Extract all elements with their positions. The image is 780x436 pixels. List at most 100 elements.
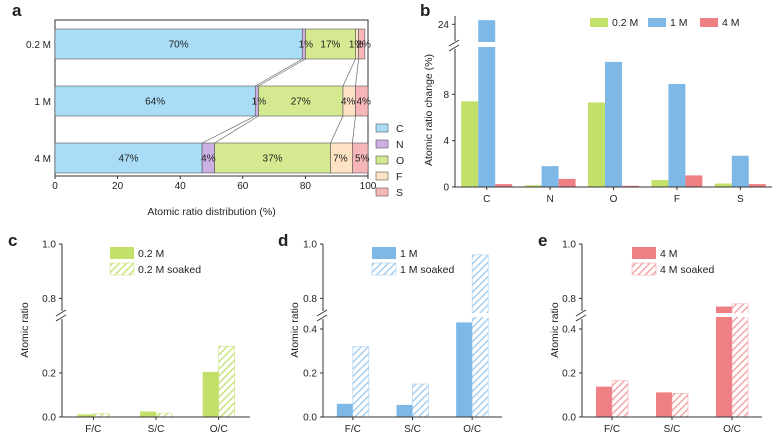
y-axis-b-break-a: [448, 39, 460, 47]
x-tick-label-b-1: N: [546, 194, 553, 205]
legend-label-b-1: 1 M: [670, 17, 688, 29]
data-label-S-1: 4%: [357, 97, 372, 108]
legend-swatch-d-0: [372, 247, 396, 259]
y-axis-b-break-mask: [449, 41, 461, 49]
x-tick-label-a-0: 0: [52, 181, 58, 192]
bar-S-1: [355, 85, 369, 117]
legend-label-C: C: [396, 123, 404, 135]
bar-d-1-M-S/C: [396, 404, 413, 417]
connector-0-1: [255, 58, 303, 87]
bar-e-4-M-soaked-F/C: [611, 380, 629, 418]
panel-label-d: d: [278, 231, 288, 250]
y-tick-label-d-3: 0.8: [303, 294, 317, 305]
data-label-O-2: 37%: [263, 154, 283, 165]
y-axis-label-b: Atomic ratio change (%): [423, 54, 435, 166]
y-axis-label-c: Atomic ratio: [19, 302, 31, 358]
x-tick-label-c-1: S/C: [148, 424, 165, 435]
y-axis-e-break-a: [575, 309, 587, 317]
data-label-S-2: 5%: [355, 154, 370, 165]
legend-swatch-e-0: [632, 247, 656, 259]
bar-1M-C: [478, 20, 496, 187]
y-tick-label-e-3: 0.8: [562, 294, 576, 305]
y-tick-label-e-1: 0.2: [562, 369, 576, 380]
connector-1-1: [201, 115, 256, 144]
connector-1-3: [330, 115, 344, 144]
y-tick-label-c-2: 0.8: [42, 294, 56, 305]
data-label-C-1: 64%: [145, 97, 165, 108]
y-tick-label-d-1: 0.2: [303, 369, 317, 380]
x-tick-label-c-2: O/C: [210, 424, 228, 435]
y-axis-c-break-a: [55, 309, 67, 317]
bar-O-2: [214, 142, 331, 174]
bar-1M-S: [731, 155, 749, 187]
x-tick-label-a-2: 40: [175, 181, 187, 192]
legend-label-b-2: 4 M: [722, 17, 740, 29]
bar-1M-N: [541, 166, 559, 187]
bar-0.2M-O: [588, 102, 605, 187]
panel-label-a: a: [12, 1, 22, 20]
bar-1M-O: [605, 61, 622, 187]
bar-4M-O: [622, 185, 639, 187]
y-tick-label-c-3: 1.0: [42, 240, 56, 251]
legend-label-F: F: [396, 171, 402, 183]
y-axis-c-break-mask: [56, 311, 68, 319]
bar-e-4-M-S/C: [656, 392, 672, 417]
legend-swatch-N: [375, 139, 389, 149]
x-tick-label-b-0: C: [483, 194, 490, 205]
x-tick-label-b-2: O: [610, 194, 618, 205]
bar-c-0.2-M-S/C: [140, 411, 156, 417]
legend-swatch-b-0: [590, 18, 608, 27]
legend-swatch-b-1: [648, 18, 666, 27]
legend-swatch-c-0: [110, 247, 134, 259]
y-tick-label-e-2: 0.4: [562, 325, 576, 336]
y-axis-d-break-mask: [317, 311, 329, 319]
legend-label-e-1: 4 M soaked: [660, 264, 714, 276]
y-tick-label-d-4: 1.0: [303, 240, 317, 251]
legend-label-S: S: [396, 187, 403, 199]
bar-4M-N: [558, 178, 576, 187]
bar-c-0.2-M-soaked-S/C: [155, 412, 173, 418]
bar-d-1-M-soaked-S/C: [412, 383, 429, 418]
data-label-N-1: 1%: [252, 97, 267, 108]
bar-C-2: [54, 142, 203, 174]
y-tick-label-b-2: 8: [443, 90, 449, 101]
connector-0-4: [355, 58, 359, 87]
bar-d-1-M-O/C: [456, 322, 473, 417]
x-tick-label-a-1: 20: [112, 181, 124, 192]
bar-0.2M-F: [651, 180, 669, 187]
y-axis-e-break-b: [575, 314, 587, 322]
bar-e-4-M-O/C: [716, 306, 732, 417]
bar-break-gap-e-1-2: [731, 313, 749, 317]
x-tick-label-e-1: S/C: [664, 424, 681, 435]
legend-swatch-c-1: [109, 262, 135, 276]
bar-e-4-M-F/C: [596, 386, 612, 417]
data-label-N-0: 1%: [299, 40, 314, 51]
legend-label-c-1: 0.2 M soaked: [138, 264, 201, 276]
data-label-F-2: 7%: [333, 154, 348, 165]
legend-swatch-e-1: [631, 262, 657, 276]
data-label-O-1: 27%: [291, 97, 311, 108]
bar-S-2: [352, 142, 369, 174]
data-label-C-0: 70%: [169, 40, 189, 51]
connector-1-4: [352, 115, 356, 144]
legend-swatch-S: [375, 187, 389, 197]
bar-0.2M-N: [524, 185, 542, 187]
legend-swatch-d-1: [371, 262, 397, 276]
bar-O-0: [305, 28, 356, 60]
x-axis-label-a: Atomic ratio distribution (%): [147, 206, 275, 218]
y-axis-b-break-b: [448, 44, 460, 52]
bar-S-0: [358, 28, 366, 60]
bar-d-1-M-F/C: [336, 403, 353, 417]
data-label-F-1: 4%: [341, 97, 356, 108]
x-tick-label-b-4: S: [737, 194, 744, 205]
row-label-2: 4 M: [34, 154, 51, 165]
connector-0-3: [342, 58, 356, 87]
legend-swatch-b-2: [700, 18, 718, 27]
panel-label-b: b: [420, 1, 430, 20]
legend-swatch-F: [375, 171, 389, 181]
y-tick-label-e-0: 0.0: [562, 413, 576, 424]
bar-d-1-M-soaked-O/C: [471, 254, 489, 418]
connector-1-2: [214, 115, 259, 144]
x-tick-label-e-0: F/C: [604, 424, 620, 435]
